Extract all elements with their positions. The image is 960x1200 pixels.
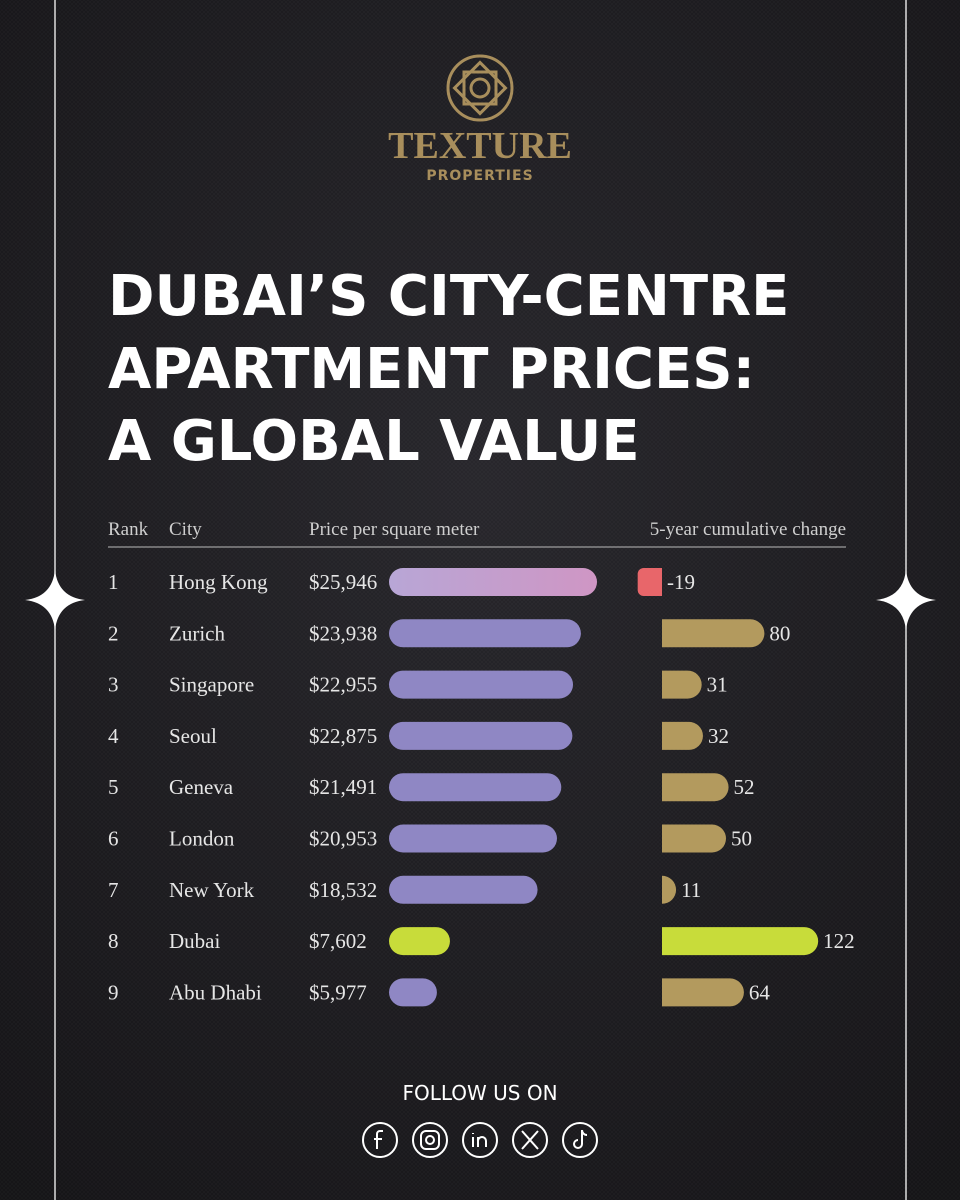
price-bar — [389, 875, 538, 904]
change-label: 80 — [769, 621, 790, 645]
change-bar — [662, 619, 765, 648]
price-label: $20,953 — [309, 827, 377, 851]
city: Zurich — [169, 621, 225, 645]
instagram-icon[interactable] — [412, 1122, 448, 1158]
city: London — [169, 827, 235, 851]
change-label: 31 — [707, 673, 728, 697]
column-header: Rank — [108, 519, 149, 540]
change-label: 64 — [749, 980, 771, 1004]
price-label: $7,602 — [309, 929, 367, 953]
change-bar — [662, 978, 744, 1007]
change-bar — [662, 773, 729, 802]
column-header: 5-year cumulative change — [650, 519, 846, 540]
change-bar — [662, 927, 819, 956]
change-bar — [637, 568, 662, 596]
price-bar — [389, 927, 450, 956]
rank: 8 — [108, 929, 119, 953]
city: Seoul — [169, 724, 217, 748]
change-bar — [662, 824, 726, 853]
change-label: 122 — [823, 929, 855, 953]
price-bar — [389, 670, 574, 699]
city: Singapore — [169, 673, 254, 697]
change-bar — [662, 670, 702, 699]
title-line: A GLOBAL VALUE — [108, 409, 640, 474]
change-label: 50 — [731, 827, 752, 851]
price-bar — [389, 773, 562, 802]
price-label: $23,938 — [309, 621, 377, 645]
price-label: $25,946 — [309, 570, 377, 594]
brand-tagline: PROPERTIES — [426, 168, 533, 184]
price-bar — [389, 824, 557, 853]
rank: 5 — [108, 775, 119, 799]
price-label: $18,532 — [309, 878, 377, 902]
change-label: 11 — [681, 878, 701, 902]
facebook-icon[interactable] — [362, 1122, 398, 1158]
title-line: DUBAI’S CITY-CENTRE — [108, 264, 789, 329]
change-label: 52 — [734, 775, 755, 799]
price-bar — [389, 568, 597, 596]
change-bar — [662, 875, 677, 904]
price-label: $5,977 — [309, 980, 367, 1004]
price-bar — [389, 619, 581, 648]
x-icon[interactable] — [512, 1122, 548, 1158]
rank: 1 — [108, 570, 119, 594]
rank: 2 — [108, 621, 119, 645]
city: Abu Dhabi — [169, 980, 262, 1004]
rank: 6 — [108, 827, 119, 851]
tiktok-icon[interactable] — [562, 1122, 598, 1158]
city: New York — [169, 878, 255, 902]
price-bar — [389, 721, 573, 750]
price-label: $22,875 — [309, 724, 377, 748]
city: Dubai — [169, 929, 220, 953]
change-label: 32 — [708, 724, 729, 748]
price-label: $22,955 — [309, 673, 377, 697]
social-icons — [362, 1122, 598, 1158]
sparkle — [25, 570, 85, 630]
column-header: Price per square meter — [309, 519, 480, 540]
rank: 3 — [108, 673, 119, 697]
linkedin-icon[interactable] — [462, 1122, 498, 1158]
brand-name: TEXTURE — [388, 125, 572, 167]
follow-label: FOLLOW US ON — [402, 1081, 557, 1105]
column-header: City — [169, 519, 202, 540]
city: Geneva — [169, 775, 234, 799]
rank: 9 — [108, 980, 119, 1004]
title-line: APARTMENT PRICES: — [108, 337, 755, 402]
city: Hong Kong — [169, 570, 268, 594]
price-label: $21,491 — [309, 775, 377, 799]
price-bar — [389, 978, 437, 1007]
rank: 7 — [108, 878, 119, 902]
sparkle — [876, 570, 936, 630]
logo-mark — [446, 54, 514, 122]
rank: 4 — [108, 724, 119, 748]
change-label: -19 — [667, 570, 695, 594]
change-bar — [662, 721, 703, 750]
